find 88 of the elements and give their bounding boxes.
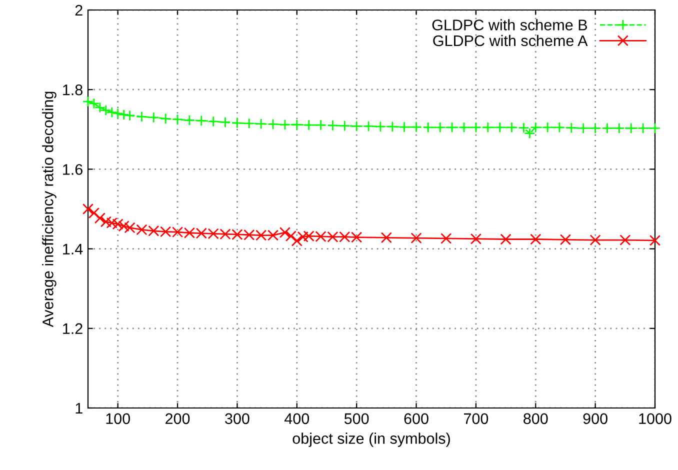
point bbox=[94, 102, 106, 114]
point bbox=[494, 122, 506, 133]
point bbox=[184, 114, 196, 126]
x-tick-label: 1000 bbox=[639, 413, 672, 424]
y-tick-label: 1.8 bbox=[63, 84, 82, 96]
point bbox=[291, 119, 302, 130]
point bbox=[590, 122, 601, 134]
point bbox=[446, 122, 458, 133]
point bbox=[124, 110, 136, 122]
point bbox=[458, 122, 470, 133]
point bbox=[82, 96, 94, 108]
point bbox=[112, 108, 124, 120]
point bbox=[470, 233, 482, 244]
point bbox=[638, 122, 649, 134]
point bbox=[620, 234, 631, 246]
point bbox=[118, 220, 130, 232]
point bbox=[500, 234, 512, 245]
point bbox=[100, 104, 112, 116]
point bbox=[88, 98, 100, 110]
point bbox=[374, 121, 386, 132]
y-tick-label: 1 bbox=[76, 403, 82, 414]
point bbox=[148, 112, 160, 124]
point bbox=[410, 232, 422, 244]
point bbox=[136, 111, 148, 122]
point bbox=[220, 116, 231, 128]
point bbox=[279, 226, 291, 238]
x-tick-label: 900 bbox=[583, 413, 608, 424]
point bbox=[339, 120, 350, 132]
legend-label: GLDPC with scheme B bbox=[432, 19, 587, 30]
point bbox=[82, 203, 94, 215]
point bbox=[440, 232, 452, 244]
point bbox=[578, 122, 589, 134]
y-tick-label: 1.2 bbox=[63, 323, 82, 334]
x-tick-label: 500 bbox=[344, 413, 369, 424]
point bbox=[470, 122, 482, 133]
point bbox=[327, 120, 338, 131]
x-tick-label: 700 bbox=[464, 413, 488, 424]
x-tick-label: 100 bbox=[106, 413, 130, 424]
point bbox=[482, 122, 494, 133]
point bbox=[118, 109, 130, 120]
point bbox=[380, 232, 392, 244]
point bbox=[88, 207, 100, 219]
point bbox=[386, 121, 398, 132]
point bbox=[106, 106, 118, 118]
point bbox=[422, 122, 434, 133]
point bbox=[649, 122, 661, 134]
point bbox=[291, 235, 302, 246]
y-tick-label: 2 bbox=[75, 4, 82, 16]
x-tick-label: 200 bbox=[166, 413, 190, 424]
y-tick-label: 1.6 bbox=[63, 164, 82, 175]
point bbox=[196, 115, 207, 126]
point bbox=[518, 122, 530, 134]
x-tick-label: 400 bbox=[284, 413, 310, 424]
point bbox=[410, 121, 422, 133]
point bbox=[506, 122, 518, 133]
point bbox=[303, 119, 314, 131]
point bbox=[649, 234, 661, 246]
point bbox=[315, 119, 326, 131]
point bbox=[434, 122, 446, 133]
point bbox=[560, 234, 572, 246]
point bbox=[232, 117, 243, 129]
point bbox=[208, 116, 219, 127]
y-axis-title: Average inefficiency ratio decoding bbox=[42, 92, 56, 328]
point bbox=[172, 114, 184, 126]
point bbox=[566, 122, 577, 134]
legend-label: GLDPC with scheme A bbox=[433, 34, 588, 46]
point bbox=[626, 122, 637, 134]
point bbox=[590, 234, 601, 246]
point bbox=[279, 119, 291, 130]
x-tick-label: 600 bbox=[404, 413, 428, 424]
point bbox=[362, 120, 374, 132]
point bbox=[106, 217, 118, 228]
point bbox=[530, 234, 542, 245]
point bbox=[398, 121, 410, 133]
point bbox=[244, 118, 255, 129]
point bbox=[602, 122, 613, 134]
point bbox=[351, 120, 362, 132]
point bbox=[554, 122, 566, 133]
x-tick-label: 800 bbox=[524, 413, 548, 424]
x-tick-label: 300 bbox=[225, 413, 250, 424]
point bbox=[94, 212, 106, 224]
point bbox=[542, 122, 554, 133]
point bbox=[267, 118, 279, 130]
point bbox=[614, 122, 625, 134]
point bbox=[256, 118, 267, 130]
y-tick-label: 1.4 bbox=[63, 244, 83, 254]
x-axis-title: object size (in symbols) bbox=[292, 432, 450, 447]
point bbox=[160, 113, 172, 124]
